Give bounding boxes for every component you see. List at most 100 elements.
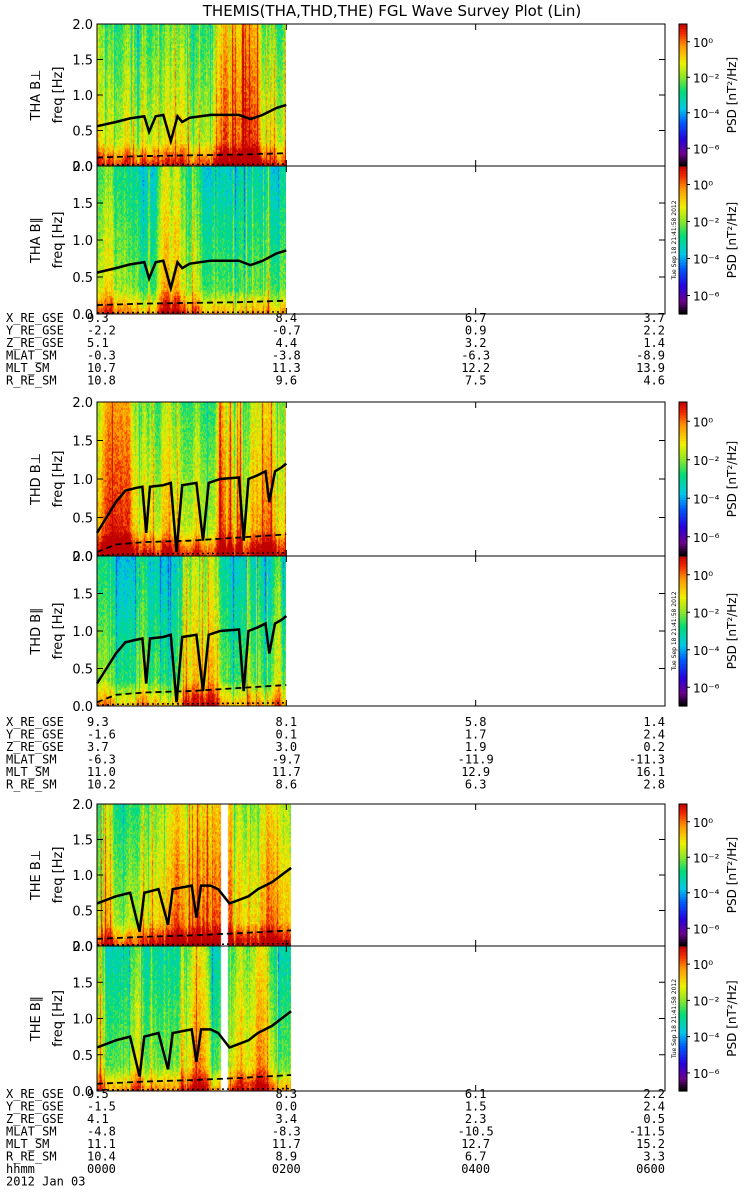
time-row-label: hhmm <box>6 1162 35 1176</box>
colorbar-segment <box>679 244 687 248</box>
colorbar-tick-label: 10⁻⁶ <box>693 922 720 936</box>
colorbar-tick-label: 10⁻⁶ <box>693 142 720 156</box>
colorbar-segment <box>679 946 687 950</box>
y-tick-label: 0.0 <box>72 550 93 565</box>
y-tick-label: 1.5 <box>72 54 93 69</box>
colorbar-segment <box>679 463 687 467</box>
panel-label: THD B⊥ <box>29 453 44 506</box>
colorbar-segment <box>679 144 687 148</box>
colorbar-segment <box>679 984 687 988</box>
colorbar-segment <box>679 242 687 246</box>
y-tick-label: 1.5 <box>72 588 93 603</box>
colorbar-segment <box>679 882 687 886</box>
colorbar-segment <box>679 1020 687 1024</box>
colorbar-segment <box>679 588 687 592</box>
colorbar-segment <box>679 237 687 241</box>
colorbar-segment <box>679 509 687 513</box>
colorbar: 10⁰ 10⁻² 10⁻⁴ 10⁻⁶ PSD [nT²/Hz] <box>678 23 739 167</box>
colorbar-segment <box>679 919 687 923</box>
ephemeris-row-label: Z_RE_GSE <box>6 740 64 754</box>
ephemeris-value: 7.5 <box>465 374 487 388</box>
colorbar-segment <box>679 432 687 436</box>
ephemeris-value: 3.0 <box>275 740 297 754</box>
ephemeris-value: -2.2 <box>87 324 116 338</box>
colorbar-segment <box>679 128 687 132</box>
ephemeris-row-label: R_RE_SM <box>6 374 57 388</box>
colorbar-segment <box>679 581 687 585</box>
colorbar-segment <box>679 872 687 876</box>
colorbar-segment <box>679 886 687 890</box>
colorbar-segment <box>679 1074 687 1078</box>
colorbar-segment <box>679 240 687 244</box>
colorbar-segment <box>679 481 687 485</box>
colorbar-segment <box>679 304 687 308</box>
colorbar-segment <box>679 808 687 812</box>
dashed-trace-line <box>96 1074 292 1085</box>
colorbar-segment <box>679 83 687 87</box>
colorbar-segment <box>679 568 687 572</box>
colorbar-tick-label: 10⁰ <box>693 569 713 583</box>
colorbar-tick-label: 10⁻² <box>693 454 720 468</box>
ephemeris-value: 1.4 <box>643 715 665 729</box>
colorbar-segment <box>679 813 687 817</box>
colorbar-segment <box>679 910 687 914</box>
dashed-trace-line <box>96 533 287 553</box>
probe-group-the: 0.0 0.5 1.0 1.5 2.0 freq [Hz] THE B⊥ 10⁰ 10⁻² 10⁻… <box>6 798 739 1164</box>
colorbar-segment <box>679 407 687 411</box>
colorbar-segment <box>679 33 687 37</box>
colorbar-segment <box>679 425 687 429</box>
colorbar-tick-label: 10⁻² <box>693 71 720 85</box>
colorbar-segment <box>679 1054 687 1058</box>
spectrogram-heatmap <box>97 804 291 946</box>
colorbar-segment <box>679 61 687 65</box>
colorbar-segment <box>679 484 687 488</box>
colorbar-segment <box>679 917 687 921</box>
ephemeris-value: 9.3 <box>87 311 109 325</box>
colorbar: 10⁰ 10⁻² 10⁻⁴ 10⁻⁶ PSD [nT²/Hz] <box>678 401 739 557</box>
colorbar-segment <box>679 638 687 642</box>
colorbar-segment <box>679 811 687 815</box>
colorbar-segment <box>679 92 687 96</box>
spectrogram-panel: 0.0 0.5 1.0 1.5 2.0 freq [Hz] THA B⊥ 10⁰ 10⁻² 10⁻… <box>29 18 739 175</box>
ephemeris-row-label: R_RE_SM <box>6 1150 57 1164</box>
colorbar-segment <box>679 623 687 627</box>
colorbar-segment <box>679 1083 687 1087</box>
colorbar-segment <box>679 66 687 70</box>
ephemeris-value: 5.8 <box>465 715 487 729</box>
colorbar-segment <box>679 520 687 524</box>
colorbar-segment <box>679 561 687 565</box>
colorbar-segment <box>679 435 687 439</box>
y-tick-label: 1.0 <box>72 625 93 640</box>
colorbar-segment <box>679 1076 687 1080</box>
colorbar: 10⁰ 10⁻² 10⁻⁴ 10⁻⁶ PSD [nT²/Hz] Tue Sep 18 21… <box>671 165 739 315</box>
colorbar-segment <box>679 611 687 615</box>
colorbar-segment <box>679 553 687 557</box>
solid-trace-line <box>95 462 288 553</box>
ephemeris-row-label: R_RE_SM <box>6 778 57 792</box>
ephemeris-value: 2.4 <box>643 728 665 742</box>
dashed-trace-line <box>96 152 287 159</box>
colorbar-segment <box>679 576 687 580</box>
y-axis-label: freq [Hz] <box>51 212 66 269</box>
colorbar-segment <box>679 979 687 983</box>
colorbar-label: PSD [nT²/Hz] <box>725 202 739 278</box>
colorbar-segment <box>679 445 687 449</box>
colorbar-segment <box>679 948 687 952</box>
ephemeris-value: 1.9 <box>465 740 487 754</box>
colorbar-segment <box>679 525 687 529</box>
colorbar-segment <box>679 499 687 503</box>
ephemeris-row-label: Z_RE_GSE <box>6 336 64 350</box>
ephemeris-value: 3.7 <box>643 311 665 325</box>
spectrogram-heatmap <box>97 24 286 166</box>
colorbar-segment <box>679 139 687 143</box>
plots-area: 0.0 0.5 1.0 1.5 2.0 freq [Hz] THA B⊥ 10⁰ 10⁻² 10⁻… <box>6 18 739 1189</box>
colorbar-segment <box>679 450 687 454</box>
colorbar-segment <box>679 137 687 141</box>
panel-label: THA B∥ <box>29 217 44 264</box>
colorbar-segment <box>679 453 687 457</box>
colorbar-segment <box>679 76 687 80</box>
colorbar-segment <box>679 170 687 174</box>
colorbar-segment <box>679 188 687 192</box>
colorbar-segment <box>679 116 687 120</box>
colorbar-segment <box>679 846 687 850</box>
